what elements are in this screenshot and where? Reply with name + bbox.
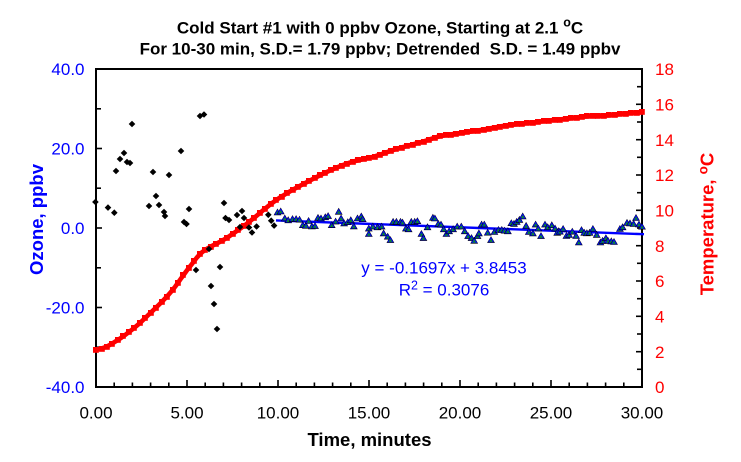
svg-text:y = -0.1697x + 3.8453: y = -0.1697x + 3.8453 — [361, 259, 526, 278]
svg-text:Ozone, ppbv: Ozone, ppbv — [26, 163, 47, 275]
svg-text:16: 16 — [655, 95, 674, 114]
svg-text:-20.0: -20.0 — [46, 299, 85, 318]
svg-text:0.0: 0.0 — [61, 219, 85, 238]
svg-text:10.00: 10.00 — [257, 404, 300, 423]
svg-text:0.00: 0.00 — [79, 404, 112, 423]
svg-text:Time, minutes: Time, minutes — [307, 429, 431, 450]
svg-text:18: 18 — [655, 60, 674, 79]
svg-text:Temperature, oC: Temperature, oC — [696, 153, 718, 296]
svg-text:40.0: 40.0 — [51, 60, 84, 79]
svg-text:10: 10 — [655, 201, 674, 220]
svg-text:15.00: 15.00 — [348, 404, 391, 423]
svg-text:20.0: 20.0 — [51, 140, 84, 159]
svg-text:For 10-30 min, S.D.= 1.79 ppbv: For 10-30 min, S.D.= 1.79 ppbv; Detrende… — [140, 40, 621, 59]
svg-text:12: 12 — [655, 166, 674, 185]
svg-text:14: 14 — [655, 131, 674, 150]
svg-text:0: 0 — [655, 378, 664, 397]
svg-text:8: 8 — [655, 237, 664, 256]
svg-text:6: 6 — [655, 272, 664, 291]
svg-text:20.00: 20.00 — [439, 404, 482, 423]
svg-text:30.00: 30.00 — [621, 404, 664, 423]
svg-text:-40.0: -40.0 — [46, 378, 85, 397]
svg-text:2: 2 — [655, 343, 664, 362]
svg-text:25.00: 25.00 — [530, 404, 573, 423]
svg-text:R2 = 0.3076: R2 = 0.3076 — [399, 279, 490, 300]
svg-text:4: 4 — [655, 307, 664, 326]
svg-text:5.00: 5.00 — [170, 404, 203, 423]
svg-text:Cold Start #1 with 0 ppbv Ozon: Cold Start #1 with 0 ppbv Ozone, Startin… — [177, 15, 583, 37]
